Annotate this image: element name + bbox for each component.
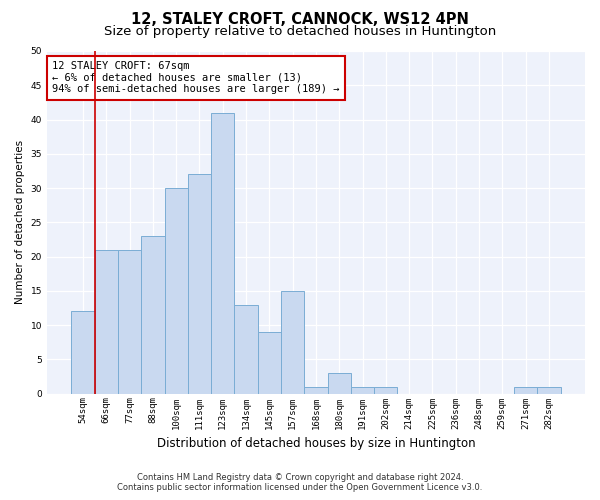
Bar bbox=[514, 387, 537, 394]
Text: 12, STALEY CROFT, CANNOCK, WS12 4PN: 12, STALEY CROFT, CANNOCK, WS12 4PN bbox=[131, 12, 469, 28]
Bar bbox=[141, 236, 164, 394]
Bar bbox=[374, 387, 397, 394]
Bar bbox=[95, 250, 118, 394]
Bar bbox=[351, 387, 374, 394]
Bar bbox=[164, 188, 188, 394]
X-axis label: Distribution of detached houses by size in Huntington: Distribution of detached houses by size … bbox=[157, 437, 475, 450]
Bar bbox=[188, 174, 211, 394]
Bar bbox=[328, 373, 351, 394]
Text: Size of property relative to detached houses in Huntington: Size of property relative to detached ho… bbox=[104, 25, 496, 38]
Bar bbox=[304, 387, 328, 394]
Bar bbox=[211, 112, 235, 394]
Bar bbox=[71, 312, 95, 394]
Text: 12 STALEY CROFT: 67sqm
← 6% of detached houses are smaller (13)
94% of semi-deta: 12 STALEY CROFT: 67sqm ← 6% of detached … bbox=[52, 62, 340, 94]
Text: Contains HM Land Registry data © Crown copyright and database right 2024.
Contai: Contains HM Land Registry data © Crown c… bbox=[118, 473, 482, 492]
Bar bbox=[235, 304, 258, 394]
Bar bbox=[281, 291, 304, 394]
Y-axis label: Number of detached properties: Number of detached properties bbox=[15, 140, 25, 304]
Bar bbox=[258, 332, 281, 394]
Bar bbox=[537, 387, 560, 394]
Bar bbox=[118, 250, 141, 394]
